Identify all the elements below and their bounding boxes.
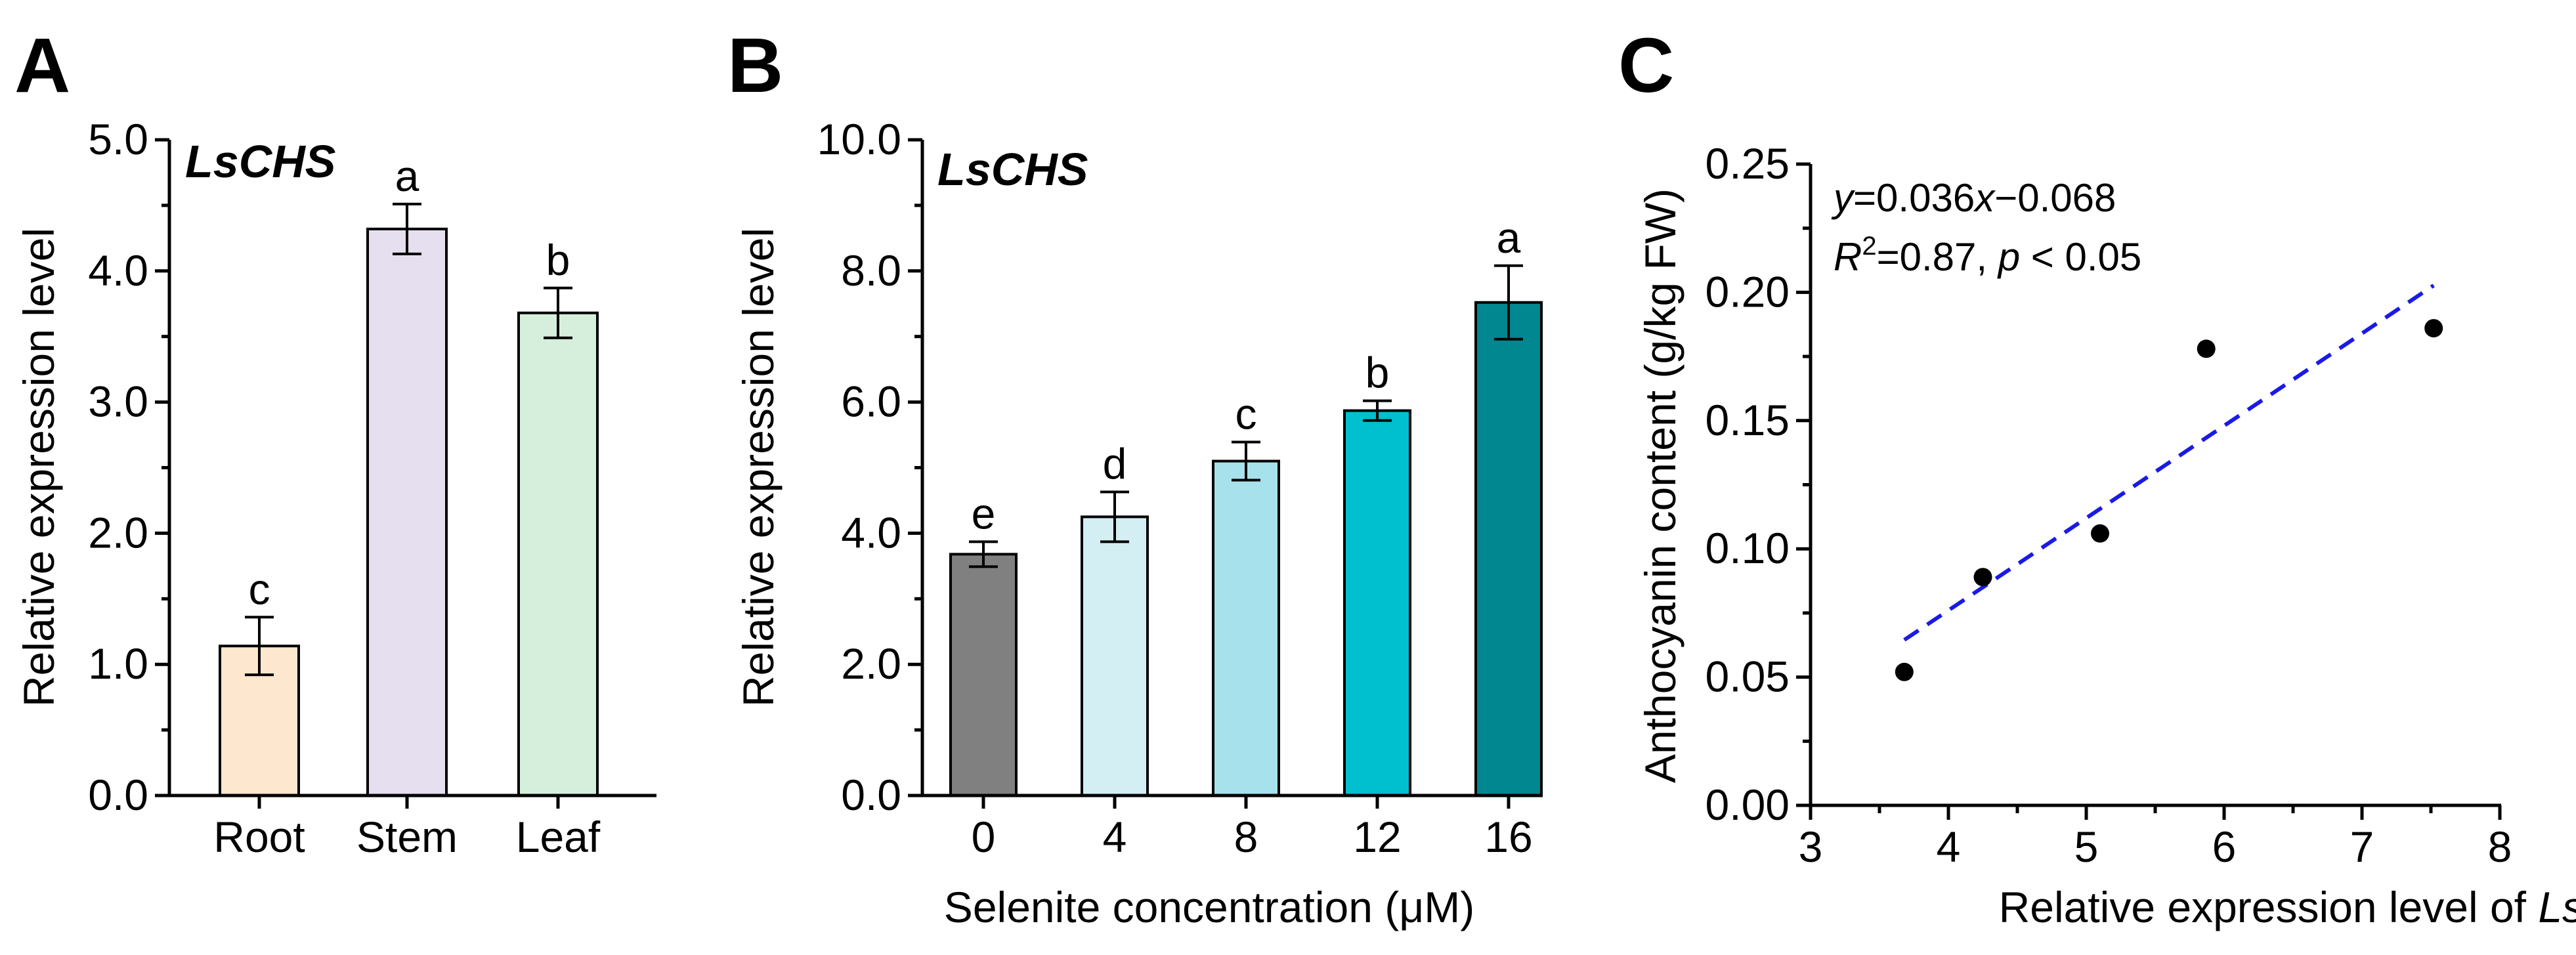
x-tick-label: Leaf [516,813,601,861]
bar [1212,459,1280,797]
significance-letter: c [1235,390,1257,438]
r2-r: R [1834,235,1862,279]
bar [1081,515,1149,797]
x-tick-label: 6 [2212,822,2237,871]
y-tick-label: 4.0 [841,508,901,557]
y-tick-label: 2.0 [841,639,901,688]
y-tick-label: 6.0 [841,377,901,426]
equation-y: y [1831,176,1856,220]
significance-letter: a [395,152,419,200]
significance-letter: a [1497,213,1521,262]
x-ticks: 3 4 5 6 7 8 [1799,805,2512,871]
equation-intercept: −0.068 [1994,176,2116,220]
significance-letter: d [1103,439,1127,488]
y-tick-label: 3.0 [88,377,148,426]
x-tick-label: Stem [356,813,458,861]
x-ticks: 0 4 8 12 16 [972,796,1533,861]
panel-label: B [727,22,783,109]
equation-slope: =0.036 [1853,176,1975,220]
x-tick-label: 5 [2074,822,2099,871]
x-tick-label: 4 [1937,822,1961,871]
y-tick-label: 0.10 [1706,524,1790,572]
chart-title: LsCHS [937,144,1088,195]
x-tick-label: 8 [1234,813,1258,861]
y-tick-label: 0.05 [1706,652,1790,701]
scatter-point [2091,524,2109,543]
regression-equation: y=0.036x−0.068 [1831,176,2116,220]
x-axis-label-gene: LsCHS [2538,883,2576,931]
significance-letter: b [546,236,570,284]
y-ticks: 0.0 1.0 2.0 3.0 4.0 5.0 [88,115,169,819]
bar [949,553,1018,797]
y-tick-label: 0.15 [1706,396,1790,444]
y-tick-label: 0.00 [1706,780,1790,829]
x-tick-label: 4 [1103,813,1127,861]
r2-pvalue: < 0.05 [2020,235,2141,279]
panel-c: C Anthocyanin content (g/kg FW) Relative… [1618,22,2576,931]
equation-x: x [1973,176,1996,220]
panel-label: A [14,22,70,109]
scatter-point [2197,339,2216,358]
y-tick-label: 0.0 [841,771,901,819]
y-tick-label: 8.0 [841,246,901,295]
bar [517,311,599,797]
x-tick-label: 0 [972,813,996,861]
fit-line-group [1903,284,2435,642]
panel-label: C [1618,22,1674,109]
scatter-point [1973,568,1992,587]
y-tick-label: 0.0 [88,771,148,819]
x-tick-label: 3 [1799,822,1823,871]
r2-value: =0.87, [1877,235,1998,279]
y-ticks: 0.00 0.05 0.10 0.15 0.20 0.25 [1706,139,1811,829]
y-axis-label: Anthocyanin content (g/kg FW) [1636,188,1685,783]
r-squared-annotation: R2=0.87, p < 0.05 [1834,232,2141,279]
scatter-points [1895,319,2443,681]
x-tick-label: 16 [1484,813,1532,861]
r2-superscript: 2 [1862,232,1876,261]
x-tick-label: Root [213,813,305,861]
panel-a: A Relative expression level LsCHS 0.0 1.0… [14,22,656,861]
x-axis-label: Selenite concentration (μM) [944,883,1474,931]
fit-line [1903,284,2435,642]
y-tick-label: 5.0 [88,115,148,163]
x-tick-label: 7 [2350,822,2374,871]
chart-title: LsCHS [185,136,335,187]
x-ticks: Root Stem Leaf [213,796,601,861]
bars: e d c b a [949,213,1543,797]
y-axis-label: Relative expression level [734,228,783,707]
bar [366,227,448,797]
y-tick-label: 0.25 [1706,139,1790,188]
panel-b: B Relative expression level LsCHS Seleni… [727,22,1543,931]
y-ticks: 0.0 2.0 4.0 6.0 8.0 10.0 [817,115,922,819]
x-axis-label-text: Relative expression level of [1999,883,2527,931]
significance-letter: c [249,564,270,613]
y-tick-label: 4.0 [88,246,148,295]
y-tick-label: 10.0 [817,115,901,163]
y-tick-label: 0.20 [1706,267,1790,316]
x-axis-label: Relative expression level of LsCHS [1999,883,2576,931]
significance-letter: b [1365,349,1390,397]
x-tick-label: 8 [2488,822,2512,871]
x-tick-label: 12 [1353,813,1401,861]
r2-p: p [1997,235,2020,279]
bars: c a b [219,152,599,797]
y-tick-label: 1.0 [88,639,148,688]
scatter-point [2424,319,2443,338]
bar [1474,301,1543,797]
y-tick-label: 2.0 [88,508,148,557]
significance-letter: e [972,489,996,538]
y-axis-label: Relative expression level [14,228,63,707]
bar [1343,409,1411,797]
scatter-point [1895,662,1914,681]
